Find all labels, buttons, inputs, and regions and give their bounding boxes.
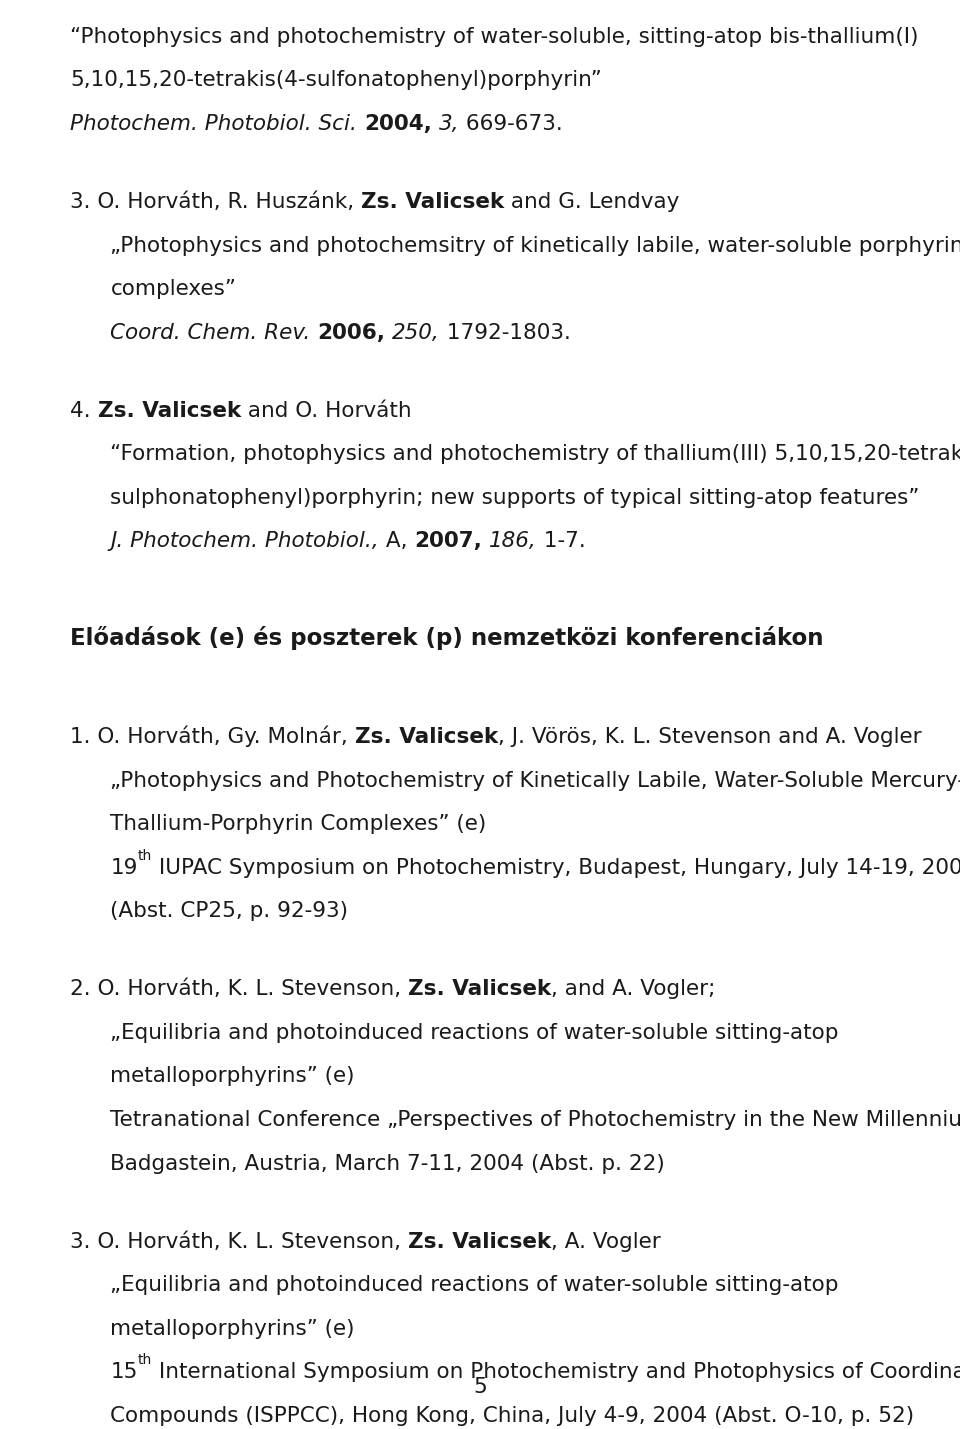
Text: „Photophysics and photochemsitry of kinetically labile, water-soluble porphyrin: „Photophysics and photochemsitry of kine… — [110, 236, 960, 256]
Text: „Equilibria and photoinduced reactions of water-soluble sitting-atop: „Equilibria and photoinduced reactions o… — [110, 1275, 839, 1295]
Text: 186,: 186, — [490, 532, 537, 552]
Text: Zs. Valicsek: Zs. Valicsek — [354, 727, 498, 747]
Text: th: th — [138, 849, 152, 863]
Text: Tetranational Conference „Perspectives of Photochemistry in the New Millennium”: Tetranational Conference „Perspectives o… — [110, 1110, 960, 1130]
Text: “Photophysics and photochemistry of water-soluble, sitting-atop bis-thallium(I): “Photophysics and photochemistry of wate… — [70, 27, 919, 47]
Text: Zs. Valicsek: Zs. Valicsek — [408, 979, 551, 999]
Text: , and A. Vogler;: , and A. Vogler; — [551, 979, 716, 999]
Text: 5: 5 — [473, 1378, 487, 1398]
Text: metalloporphyrins” (e): metalloporphyrins” (e) — [110, 1319, 355, 1339]
Text: Compounds (ISPPCC), Hong Kong, China, July 4-9, 2004 (Abst. O-10, p. 52): Compounds (ISPPCC), Hong Kong, China, Ju… — [110, 1406, 915, 1426]
Text: „Equilibria and photoinduced reactions of water-soluble sitting-atop: „Equilibria and photoinduced reactions o… — [110, 1023, 839, 1043]
Text: (Abst. CP25, p. 92-93): (Abst. CP25, p. 92-93) — [110, 902, 348, 922]
Text: metalloporphyrins” (e): metalloporphyrins” (e) — [110, 1066, 355, 1086]
Text: J. Photochem. Photobiol.,: J. Photochem. Photobiol., — [110, 532, 379, 552]
Text: 1792-1803.: 1792-1803. — [440, 323, 571, 343]
Text: Zs. Valicsek: Zs. Valicsek — [361, 191, 504, 211]
Text: Thallium-Porphyrin Complexes” (e): Thallium-Porphyrin Complexes” (e) — [110, 815, 487, 835]
Text: Badgastein, Austria, March 7-11, 2004 (Abst. p. 22): Badgastein, Austria, March 7-11, 2004 (A… — [110, 1153, 665, 1173]
Text: A,: A, — [379, 532, 415, 552]
Text: 3,: 3, — [439, 114, 459, 134]
Text: 1-7.: 1-7. — [537, 532, 586, 552]
Text: 15: 15 — [110, 1362, 138, 1382]
Text: 3. O. Horváth, K. L. Stevenson,: 3. O. Horváth, K. L. Stevenson, — [70, 1232, 408, 1252]
Text: IUPAC Symposium on Photochemistry, Budapest, Hungary, July 14-19, 2002: IUPAC Symposium on Photochemistry, Budap… — [152, 857, 960, 877]
Text: , A. Vogler: , A. Vogler — [551, 1232, 660, 1252]
Text: and G. Lendvay: and G. Lendvay — [504, 191, 680, 211]
Text: complexes”: complexes” — [110, 279, 236, 299]
Text: 2. O. Horváth, K. L. Stevenson,: 2. O. Horváth, K. L. Stevenson, — [70, 979, 408, 999]
Text: 2007,: 2007, — [415, 532, 482, 552]
Text: “Formation, photophysics and photochemistry of thallium(III) 5,10,15,20-tetrakis: “Formation, photophysics and photochemis… — [110, 444, 960, 464]
Text: 2006,: 2006, — [318, 323, 386, 343]
Text: 250,: 250, — [393, 323, 440, 343]
Text: , J. Vörös, K. L. Stevenson and A. Vogler: , J. Vörös, K. L. Stevenson and A. Vogle… — [498, 727, 922, 747]
Text: „Photophysics and Photochemistry of Kinetically Labile, Water-Soluble Mercury- a: „Photophysics and Photochemistry of Kine… — [110, 770, 960, 790]
Text: 669-673.: 669-673. — [459, 114, 563, 134]
Text: 5,10,15,20-tetrakis(4-sulfonatophenyl)porphyrin”: 5,10,15,20-tetrakis(4-sulfonatophenyl)po… — [70, 70, 602, 90]
Text: Coord. Chem. Rev.: Coord. Chem. Rev. — [110, 323, 311, 343]
Text: th: th — [138, 1353, 152, 1368]
Text: and O. Horváth: and O. Horváth — [241, 400, 412, 420]
Text: 1. O. Horváth, Gy. Molnár,: 1. O. Horváth, Gy. Molnár, — [70, 726, 354, 747]
Text: Zs. Valicsek: Zs. Valicsek — [408, 1232, 551, 1252]
Text: 2004,: 2004, — [364, 114, 432, 134]
Text: 19: 19 — [110, 857, 138, 877]
Text: sulphonatophenyl)porphyrin; new supports of typical sitting-atop features”: sulphonatophenyl)porphyrin; new supports… — [110, 487, 920, 507]
Text: Előadások (e) és poszterek (p) nemzetközi konferenciákon: Előadások (e) és poszterek (p) nemzetköz… — [70, 626, 824, 650]
Text: 3. O. Horváth, R. Huszánk,: 3. O. Horváth, R. Huszánk, — [70, 191, 361, 211]
Text: International Symposium on Photochemistry and Photophysics of Coordination: International Symposium on Photochemistr… — [152, 1362, 960, 1382]
Text: Zs. Valicsek: Zs. Valicsek — [98, 400, 241, 420]
Text: Photochem. Photobiol. Sci.: Photochem. Photobiol. Sci. — [70, 114, 357, 134]
Text: 4.: 4. — [70, 400, 98, 420]
